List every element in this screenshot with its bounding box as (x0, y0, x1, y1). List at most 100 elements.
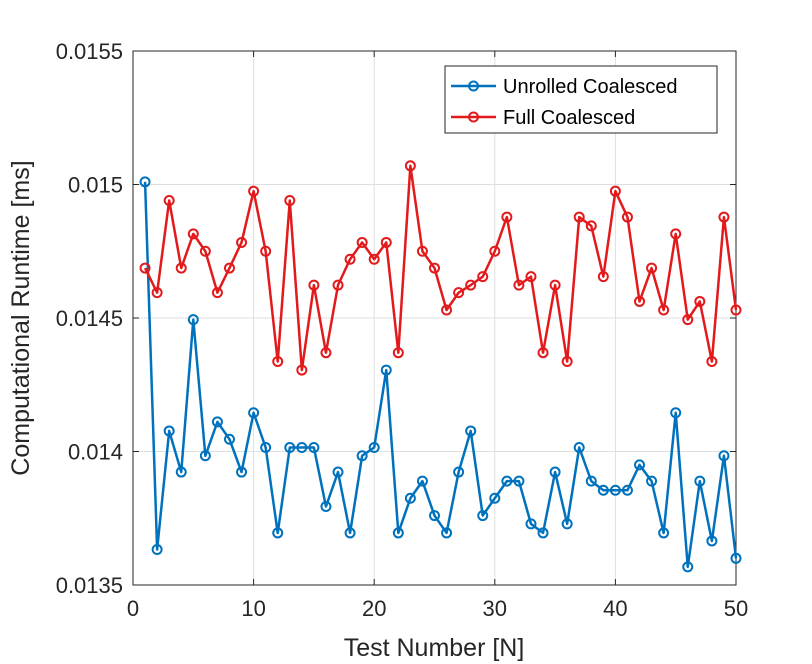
data-point-full-coalesced (404, 160, 416, 172)
series-layer (139, 160, 742, 573)
x-tick-label: 20 (362, 596, 386, 621)
data-point-unrolled-coalesced (368, 441, 380, 453)
legend-label-full: Full Coalesced (503, 107, 635, 129)
data-point-full-coalesced (561, 356, 573, 368)
legend-marker-full (468, 111, 479, 123)
data-point-full-coalesced (392, 347, 404, 359)
data-point-full-coalesced (272, 356, 284, 368)
data-point-unrolled-coalesced (296, 441, 308, 453)
data-point-full-coalesced (730, 304, 742, 316)
x-tick-label: 10 (241, 596, 265, 621)
legend-label-unrolled: Unrolled Coalesced (503, 76, 678, 98)
legend-marker-unrolled (468, 80, 479, 92)
x-axis-title: Test Number [N] (344, 634, 525, 662)
data-point-unrolled-coalesced (139, 176, 151, 188)
data-point-full-coalesced (453, 287, 465, 299)
data-point-full-coalesced (284, 195, 296, 207)
data-point-full-coalesced (320, 347, 332, 359)
data-point-full-coalesced (199, 245, 211, 257)
data-point-unrolled-coalesced (561, 518, 573, 530)
data-point-full-coalesced (380, 236, 392, 248)
data-point-full-coalesced (151, 287, 163, 299)
data-point-full-coalesced (573, 211, 585, 223)
data-point-unrolled-coalesced (585, 475, 597, 487)
data-point-full-coalesced (211, 287, 223, 299)
data-point-unrolled-coalesced (260, 441, 272, 453)
data-point-unrolled-coalesced (718, 450, 730, 462)
data-point-full-coalesced (585, 220, 597, 232)
data-point-full-coalesced (549, 279, 561, 291)
data-point-full-coalesced (236, 236, 248, 248)
data-point-full-coalesced (706, 356, 718, 368)
series-line-full-coalesced (143, 164, 738, 372)
data-point-unrolled-coalesced (730, 552, 742, 564)
data-point-unrolled-coalesced (272, 527, 284, 539)
data-point-full-coalesced (223, 262, 235, 274)
data-point-full-coalesced (356, 236, 368, 248)
data-point-full-coalesced (429, 262, 440, 274)
data-point-full-coalesced (368, 253, 380, 265)
data-point-unrolled-coalesced (404, 492, 416, 504)
data-point-full-coalesced (416, 245, 428, 257)
x-tick-label: 50 (724, 596, 748, 621)
data-point-full-coalesced (260, 245, 272, 257)
data-point-unrolled-coalesced (175, 466, 187, 478)
data-point-unrolled-coalesced (525, 518, 537, 530)
data-point-full-coalesced (670, 228, 682, 240)
data-point-unrolled-coalesced (513, 475, 525, 487)
data-point-full-coalesced (344, 253, 356, 265)
data-point-full-coalesced (694, 295, 706, 307)
data-point-full-coalesced (332, 279, 344, 291)
data-point-unrolled-coalesced (429, 510, 440, 522)
y-tick-label: 0.0145 (56, 306, 123, 331)
data-point-full-coalesced (248, 185, 260, 197)
data-point-full-coalesced (609, 185, 621, 197)
data-point-unrolled-coalesced (211, 416, 223, 428)
legend-box (444, 65, 718, 134)
data-point-unrolled-coalesced (621, 484, 633, 496)
data-point-unrolled-coalesced (549, 466, 561, 478)
data-point-full-coalesced (513, 279, 525, 291)
data-point-unrolled-coalesced (284, 441, 296, 453)
data-point-unrolled-coalesced (501, 475, 513, 487)
data-point-unrolled-coalesced (308, 441, 320, 453)
data-point-unrolled-coalesced (151, 543, 163, 555)
data-point-unrolled-coalesced (223, 433, 235, 445)
data-point-unrolled-coalesced (682, 561, 694, 573)
data-point-full-coalesced (597, 271, 609, 283)
data-point-unrolled-coalesced (236, 466, 248, 478)
x-tick-labels: 0 10 20 30 40 50 (127, 596, 748, 621)
data-point-unrolled-coalesced (477, 510, 489, 522)
data-point-unrolled-coalesced (597, 484, 609, 496)
data-point-full-coalesced (682, 314, 694, 326)
data-point-unrolled-coalesced (187, 314, 199, 326)
data-point-full-coalesced (175, 262, 187, 274)
legend: Unrolled Coalesced Full Coalesced (444, 65, 718, 134)
data-point-unrolled-coalesced (163, 425, 175, 437)
data-point-full-coalesced (308, 279, 320, 291)
data-point-unrolled-coalesced (646, 475, 658, 487)
x-tick-label: 40 (603, 596, 627, 621)
data-point-unrolled-coalesced (441, 527, 453, 539)
data-point-unrolled-coalesced (694, 475, 706, 487)
data-point-unrolled-coalesced (248, 407, 260, 419)
data-point-full-coalesced (441, 304, 453, 316)
data-point-unrolled-coalesced (573, 441, 585, 453)
data-point-unrolled-coalesced (380, 364, 392, 376)
data-point-unrolled-coalesced (344, 527, 356, 539)
data-point-unrolled-coalesced (658, 527, 670, 539)
data-point-full-coalesced (187, 228, 199, 240)
data-point-unrolled-coalesced (489, 492, 501, 504)
data-point-full-coalesced (139, 262, 151, 274)
series-full-coalesced (139, 160, 742, 376)
y-tick-label: 0.015 (68, 173, 123, 198)
data-point-full-coalesced (634, 295, 646, 307)
data-point-full-coalesced (525, 271, 537, 283)
data-point-full-coalesced (537, 347, 549, 359)
y-tick-label: 0.0155 (56, 39, 123, 64)
data-point-full-coalesced (296, 364, 308, 376)
axis-ticks (132, 50, 737, 586)
data-point-unrolled-coalesced (453, 466, 465, 478)
data-point-full-coalesced (621, 211, 633, 223)
